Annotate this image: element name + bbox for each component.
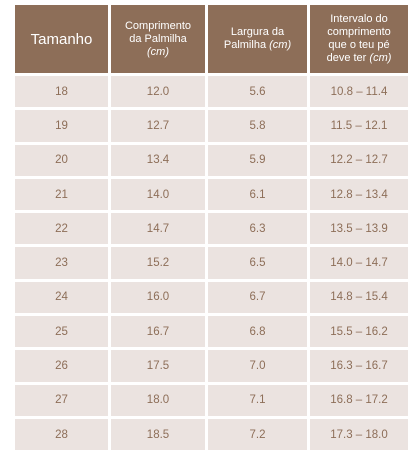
header-range-line3: que o teu pé — [328, 39, 390, 51]
cell-range: 12.8 – 13.4 — [310, 178, 408, 211]
table-row: 23 15.2 6.5 14.0 – 14.7 — [15, 247, 408, 279]
cell-width: 7.2 — [208, 418, 307, 451]
cell-size: 26 — [15, 350, 108, 382]
cell-length: 16.0 — [111, 281, 205, 314]
cell-size: 28 — [15, 418, 108, 451]
cell-width: 6.8 — [208, 316, 307, 348]
header-size: Tamanho — [15, 5, 108, 73]
cell-length: 12.0 — [111, 76, 205, 108]
cell-size: 19 — [15, 110, 108, 142]
cell-width: 7.0 — [208, 350, 307, 382]
cell-length: 17.5 — [111, 350, 205, 382]
header-width-unit: (cm) — [269, 39, 292, 51]
table-row: 25 16.7 6.8 15.5 – 16.2 — [15, 316, 408, 348]
table-row: 24 16.0 6.7 14.8 – 15.4 — [15, 281, 408, 314]
header-length-unit: (cm) — [147, 45, 169, 58]
cell-width: 7.1 — [208, 384, 307, 416]
header-range-line2: comprimento — [327, 26, 391, 38]
cell-width: 5.6 — [208, 76, 307, 108]
cell-range: 17.3 – 18.0 — [310, 418, 408, 451]
cell-width: 5.8 — [208, 110, 307, 142]
table-row: 18 12.0 5.6 10.8 – 11.4 — [15, 76, 408, 108]
cell-range: 10.8 – 11.4 — [310, 76, 408, 108]
cell-length: 16.7 — [111, 316, 205, 348]
header-width-line1: Largura da — [230, 26, 285, 38]
cell-size: 22 — [15, 213, 108, 245]
header-range-unit: (cm) — [369, 52, 392, 64]
header-foot-range: Intervalo do comprimento que o teu pé de… — [310, 5, 408, 73]
cell-length: 15.2 — [111, 247, 205, 279]
cell-size: 25 — [15, 316, 108, 348]
cell-size: 23 — [15, 247, 108, 279]
table-row: 27 18.0 7.1 16.8 – 17.2 — [15, 384, 408, 416]
size-chart: Tamanho Comprimento da Palmilha (cm) Lar… — [15, 5, 408, 453]
table-row: 21 14.0 6.1 12.8 – 13.4 — [15, 178, 408, 211]
cell-width: 6.3 — [208, 213, 307, 245]
size-table: Tamanho Comprimento da Palmilha (cm) Lar… — [12, 2, 411, 453]
cell-length: 14.7 — [111, 213, 205, 245]
cell-size: 27 — [15, 384, 108, 416]
cell-length: 18.0 — [111, 384, 205, 416]
cell-width: 6.5 — [208, 247, 307, 279]
cell-size: 24 — [15, 281, 108, 314]
cell-range: 14.8 – 15.4 — [310, 281, 408, 314]
cell-range: 16.8 – 17.2 — [310, 384, 408, 416]
cell-length: 18.5 — [111, 418, 205, 451]
cell-size: 21 — [15, 178, 108, 211]
cell-range: 16.3 – 16.7 — [310, 350, 408, 382]
cell-range: 13.5 – 13.9 — [310, 213, 408, 245]
cell-length: 13.4 — [111, 144, 205, 176]
table-row: 19 12.7 5.8 11.5 – 12.1 — [15, 110, 408, 142]
header-range-line1: Intervalo do — [330, 13, 388, 25]
cell-range: 11.5 – 12.1 — [310, 110, 408, 142]
header-insole-length: Comprimento da Palmilha (cm) — [111, 5, 205, 73]
cell-range: 15.5 – 16.2 — [310, 316, 408, 348]
cell-size: 20 — [15, 144, 108, 176]
cell-range: 14.0 – 14.7 — [310, 247, 408, 279]
table-row: 20 13.4 5.9 12.2 – 12.7 — [15, 144, 408, 176]
header-row: Tamanho Comprimento da Palmilha (cm) Lar… — [15, 5, 408, 73]
header-size-label: Tamanho — [30, 30, 93, 48]
header-insole-width: Largura da Palmilha (cm) — [208, 5, 307, 73]
header-width-line2: Palmilha — [223, 39, 267, 51]
header-length-line1: Comprimento — [124, 19, 192, 32]
cell-width: 6.7 — [208, 281, 307, 314]
header-range-line4: deve ter — [326, 52, 367, 64]
cell-length: 14.0 — [111, 178, 205, 211]
cell-width: 5.9 — [208, 144, 307, 176]
table-row: 22 14.7 6.3 13.5 – 13.9 — [15, 213, 408, 245]
table-row: 26 17.5 7.0 16.3 – 16.7 — [15, 350, 408, 382]
table-body: 18 12.0 5.6 10.8 – 11.4 19 12.7 5.8 11.5 – 12.1… — [15, 76, 408, 451]
table-row: 28 18.5 7.2 17.3 – 18.0 — [15, 418, 408, 451]
cell-length: 12.7 — [111, 110, 205, 142]
cell-range: 12.2 – 12.7 — [310, 144, 408, 176]
cell-size: 18 — [15, 76, 108, 108]
header-length-line2: da Palmilha — [129, 32, 187, 45]
cell-width: 6.1 — [208, 178, 307, 211]
